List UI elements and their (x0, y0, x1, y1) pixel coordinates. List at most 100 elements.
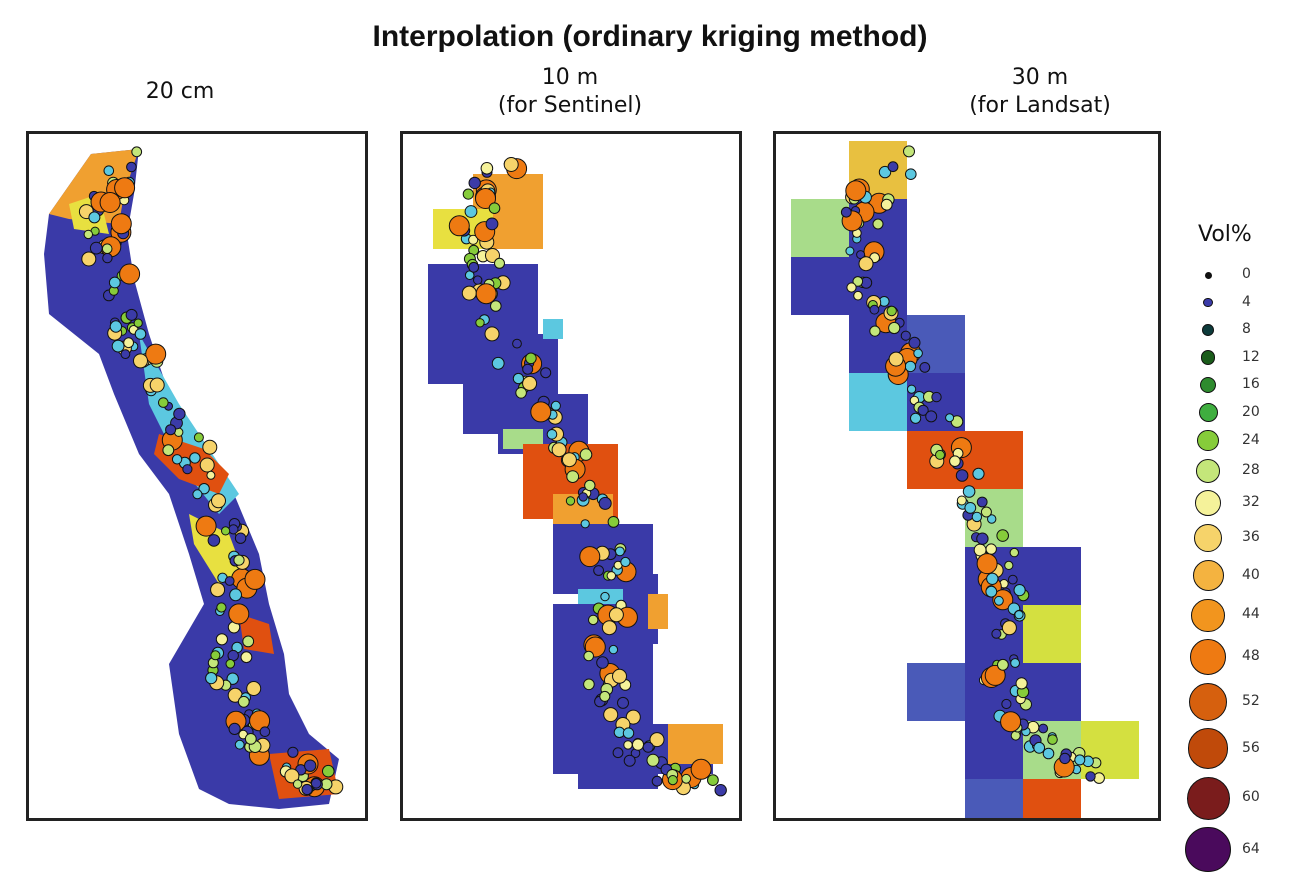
sample-point (193, 432, 204, 443)
sample-point (596, 656, 609, 669)
sample-point (649, 732, 665, 748)
sample-point (984, 664, 1006, 686)
sample-point (480, 162, 494, 175)
sample-point (996, 529, 1009, 542)
sample-point (599, 690, 611, 702)
sample-point (623, 754, 636, 767)
sample-point (475, 188, 496, 209)
sample-point (997, 658, 1009, 671)
legend-symbol-icon (1185, 827, 1231, 873)
sample-point (1009, 547, 1020, 558)
sample-point (234, 739, 245, 750)
sample-point (880, 198, 893, 211)
sample-point (234, 532, 247, 544)
panel-label-30m: 30 m (for Landsat) (940, 64, 1140, 120)
sample-point (1042, 747, 1055, 760)
sample-point (131, 146, 143, 158)
sample-point (292, 779, 303, 789)
sample-point (225, 659, 236, 669)
legend-label: 52 (1242, 692, 1260, 709)
sample-point (173, 407, 186, 421)
sample-point (588, 614, 599, 626)
legend-item: 36 (1190, 521, 1290, 556)
legend-symbol-icon (1204, 271, 1212, 279)
sample-point (522, 375, 538, 391)
map-panel-20cm (26, 131, 368, 821)
sample-point (945, 413, 955, 423)
sample-point (461, 285, 477, 301)
panel-label-10m: 10 m (for Sentinel) (470, 64, 670, 120)
sample-point (546, 429, 558, 440)
sample-point (301, 783, 313, 796)
sample-point (111, 339, 125, 353)
sample-point (646, 753, 660, 767)
legend-symbol-icon (1203, 297, 1213, 308)
legend-label: 48 (1242, 648, 1260, 665)
sample-point (287, 746, 299, 758)
legend-symbol-icon (1192, 560, 1224, 591)
map-panel-10m (400, 131, 742, 821)
sample-point (707, 774, 719, 786)
sample-point (991, 628, 1002, 639)
sample-point (980, 506, 992, 518)
sample-point (1000, 711, 1022, 733)
sample-point (1074, 754, 1086, 766)
sample-point (123, 337, 134, 349)
sample-point (464, 205, 478, 218)
sample-points-20cm (78, 146, 344, 798)
sample-point (133, 318, 143, 328)
legend-item: 12 (1190, 345, 1290, 371)
legend-label: 40 (1242, 566, 1260, 583)
sample-point (207, 534, 221, 547)
legend-item: 24 (1190, 427, 1290, 454)
sample-point (165, 424, 177, 436)
sample-point (103, 165, 115, 177)
sample-point (525, 352, 537, 365)
legend-item: 20 (1190, 400, 1290, 426)
sample-point (244, 733, 257, 745)
sample-point (612, 668, 627, 684)
legend-item: 8 (1190, 317, 1290, 343)
sample-point (540, 367, 552, 379)
sample-point (845, 246, 855, 256)
sample-point (108, 276, 121, 289)
sample-point (475, 283, 497, 305)
sample-point (886, 305, 897, 317)
sample-point (976, 532, 989, 545)
sample-point (910, 412, 922, 424)
legend-label: 36 (1242, 529, 1260, 546)
sample-point (119, 263, 141, 285)
sample-point (284, 768, 300, 784)
sample-point (623, 740, 633, 750)
sample-point (579, 546, 601, 568)
map-10m-canvas (428, 157, 727, 797)
sample-point (917, 404, 929, 416)
sample-point (468, 261, 480, 273)
legend-label: 44 (1242, 606, 1260, 623)
sample-point (259, 726, 271, 738)
sample-point (233, 554, 245, 566)
sample-point (221, 526, 231, 536)
sample-point (907, 384, 917, 394)
sample-point (205, 672, 218, 685)
sample-point (956, 495, 967, 506)
sample-point (964, 502, 977, 514)
sample-point (603, 707, 619, 723)
sample-point (530, 401, 552, 423)
sample-point (578, 492, 588, 502)
sample-point (215, 633, 228, 646)
sample-point (101, 243, 113, 254)
sample-point (869, 325, 881, 337)
sample-point (237, 695, 250, 708)
sample-point (310, 778, 322, 789)
sample-point (872, 218, 884, 230)
sample-point (1047, 734, 1058, 745)
sample-point (109, 320, 123, 333)
sample-point (1038, 723, 1049, 734)
sample-point (919, 362, 931, 373)
sample-point (888, 321, 901, 335)
sample-point (949, 455, 961, 468)
sample-point (583, 650, 594, 662)
sample-point (888, 351, 904, 367)
sample-point (89, 241, 103, 255)
